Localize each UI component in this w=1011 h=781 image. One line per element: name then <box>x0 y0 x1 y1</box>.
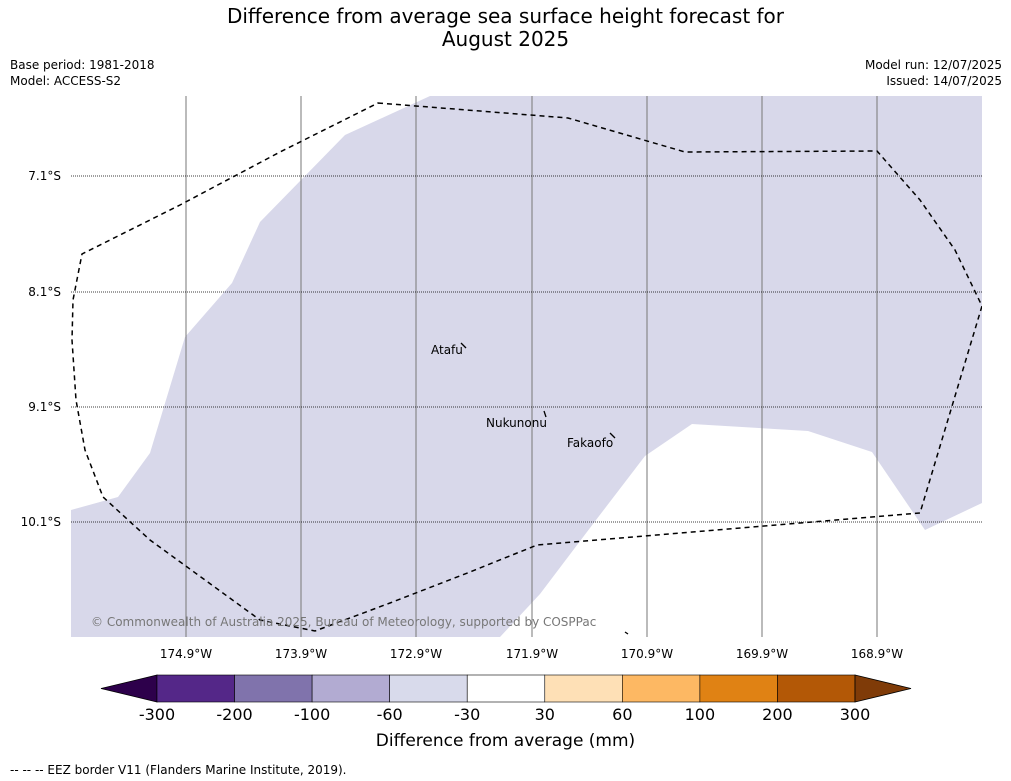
lon-label-169-9: 169.9°W <box>736 647 788 661</box>
colorbar-segment <box>311 674 390 703</box>
colorbar-tick-label: -300 <box>138 705 176 724</box>
atafu-marker <box>460 342 467 349</box>
lon-label-171-9: 171.9°W <box>506 647 558 661</box>
lat-label-10-1: 10.1°S <box>21 515 61 529</box>
colorbar-extend-low <box>100 674 158 703</box>
colorbar-tick-label: -60 <box>376 705 403 724</box>
colorbar-segment <box>389 674 468 703</box>
issued-date: Issued: 14/07/2025 <box>886 74 1002 88</box>
colorbar-label: Difference from average (mm) <box>375 731 636 751</box>
colorbar-segment <box>622 674 701 703</box>
lat-label-9-1: 9.1°S <box>28 400 61 414</box>
colorbar-tick-label: 200 <box>762 705 793 724</box>
colorbar-segment <box>466 674 546 703</box>
colorbar-tick-label: 60 <box>612 705 633 724</box>
colorbar-tick-label: -30 <box>454 705 481 724</box>
latitude-labels: 7.1°S 8.1°S 9.1°S 10.1°S <box>21 169 61 529</box>
nukunonu-marker <box>543 410 547 418</box>
model-run: Model run: 12/07/2025 <box>864 58 1002 72</box>
meta-right: Model run: 12/07/2025 Issued: 14/07/2025 <box>865 57 1002 89</box>
place-nukunonu: Nukunonu <box>486 416 547 430</box>
place-atafu: Atafu <box>431 343 463 357</box>
small-marker <box>624 631 629 635</box>
meta-left: Base period: 1981-2018 Model: ACCESS-S2 <box>10 57 155 89</box>
anomaly-shading <box>71 96 982 637</box>
colorbar-extend-high <box>854 674 912 703</box>
longitude-labels: 174.9°W 173.9°W 172.9°W 171.9°W 170.9°W … <box>160 647 903 661</box>
model-name: Model: ACCESS-S2 <box>10 74 122 88</box>
colorbar-segment <box>699 674 778 703</box>
colorbar-tick-label: -100 <box>293 705 331 724</box>
lon-label-172-9: 172.9°W <box>390 647 442 661</box>
title-line-1: Difference from average sea surface heig… <box>226 4 785 28</box>
eez-border <box>71 102 982 632</box>
place-fakaofo: Fakaofo <box>567 436 613 450</box>
lat-label-7-1: 7.1°S <box>28 169 61 183</box>
lat-label-8-1: 8.1°S <box>28 285 61 299</box>
title-line-2: August 2025 <box>441 27 570 51</box>
colorbar-tick-label: 300 <box>839 705 871 724</box>
colorbar-segment <box>234 674 313 703</box>
colorbar-tick-label: 100 <box>684 705 716 724</box>
colorbar <box>100 674 912 703</box>
lon-label-168-9: 168.9°W <box>851 647 903 661</box>
lon-label-174-9: 174.9°W <box>160 647 212 661</box>
copyright-notice: © Commonwealth of Australia 2025, Bureau… <box>91 615 596 629</box>
lon-label-170-9: 170.9°W <box>621 647 673 661</box>
colorbar-segment <box>156 674 235 703</box>
island-markers <box>460 342 629 635</box>
eez-footnote: -- -- -- EEZ border V11 (Flanders Marine… <box>10 763 347 777</box>
colorbar-tick-label: -200 <box>216 705 253 724</box>
base-period: Base period: 1981-2018 <box>10 58 155 72</box>
page-title: Difference from average sea surface heig… <box>0 5 1011 51</box>
lon-label-173-9: 173.9°W <box>275 647 327 661</box>
fakaofo-marker <box>609 432 616 439</box>
colorbar-segment <box>544 674 623 703</box>
colorbar-tick-label: 30 <box>534 705 555 724</box>
colorbar-segment <box>777 674 856 703</box>
